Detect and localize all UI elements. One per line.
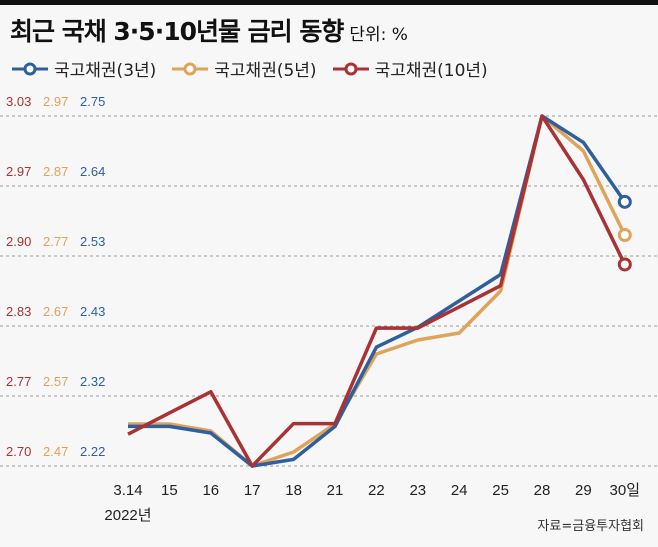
y-tick-label: 2.22 bbox=[80, 444, 105, 459]
series-line bbox=[128, 114, 627, 468]
legend: 국고채권(3년) 국고채권(5년) 국고채권(10년) bbox=[10, 56, 488, 81]
x-tick-label: 16 bbox=[202, 482, 219, 499]
x-tick-label: 23 bbox=[409, 482, 426, 499]
y-tick-label: 2.97 bbox=[6, 164, 31, 179]
y-tick-label: 2.32 bbox=[80, 374, 105, 389]
y-tick-label: 2.97 bbox=[43, 94, 68, 109]
series-line bbox=[128, 114, 627, 468]
y-tick-label: 2.53 bbox=[80, 234, 105, 249]
y-tick-label: 2.70 bbox=[6, 444, 31, 459]
y-tick-label: 2.77 bbox=[6, 374, 31, 389]
unit-label: 단위: % bbox=[349, 25, 408, 45]
title-text: 최근 국채 3·5·10년물 금리 동향 bbox=[10, 17, 344, 46]
legend-marker-icon bbox=[332, 62, 369, 75]
legend-item-10y: 국고채권(10년) bbox=[331, 56, 488, 81]
legend-marker-icon bbox=[172, 62, 209, 75]
end-point-marker bbox=[617, 228, 632, 242]
x-tick-label: 24 bbox=[451, 482, 468, 499]
x-tick-label: 28 bbox=[534, 482, 551, 499]
x-tick-label: 15 bbox=[161, 482, 178, 499]
y-tick-label: 2.43 bbox=[80, 304, 105, 319]
end-point-marker bbox=[617, 194, 632, 209]
series-line bbox=[127, 114, 627, 468]
x-year-label: 2022년 bbox=[104, 507, 151, 524]
chart-title: 최근 국채 3·5·10년물 금리 동향 단위: % bbox=[10, 12, 408, 48]
top-bar bbox=[0, 0, 658, 5]
x-tick-label: 29 bbox=[575, 482, 592, 499]
y-tick-label: 2.67 bbox=[43, 304, 68, 319]
x-tick-label: 25 bbox=[492, 482, 509, 499]
source-note: 자료=금융투자협회 bbox=[537, 519, 644, 534]
end-point-marker bbox=[617, 257, 632, 272]
legend-label: 국고채권(5년) bbox=[214, 61, 317, 81]
y-tick-label: 2.77 bbox=[43, 234, 68, 249]
y-tick-label: 2.75 bbox=[80, 94, 105, 109]
legend-label: 국고채권(3년) bbox=[54, 61, 157, 81]
x-tick-label: 21 bbox=[327, 482, 344, 499]
y-tick-label: 2.64 bbox=[80, 164, 105, 179]
x-tick-label: 17 bbox=[244, 482, 261, 499]
y-tick-label: 2.90 bbox=[6, 234, 31, 249]
x-tick-label: 30일 bbox=[610, 482, 641, 499]
y-tick-label: 3.03 bbox=[6, 94, 31, 109]
y-tick-label: 2.83 bbox=[6, 304, 31, 319]
legend-item-3y: 국고채권(3년) bbox=[10, 56, 156, 81]
y-tick-label: 2.57 bbox=[43, 374, 68, 389]
y-tick-label: 2.47 bbox=[43, 444, 68, 459]
x-tick-label: 22 bbox=[368, 482, 385, 499]
legend-item-5y: 국고채권(5년) bbox=[170, 56, 317, 81]
x-tick-label: 3.14 bbox=[113, 482, 142, 499]
y-tick-label: 2.87 bbox=[43, 164, 68, 179]
legend-label: 국고채권(10년) bbox=[374, 61, 488, 81]
x-tick-label: 18 bbox=[285, 482, 302, 499]
legend-marker-icon bbox=[12, 62, 48, 75]
